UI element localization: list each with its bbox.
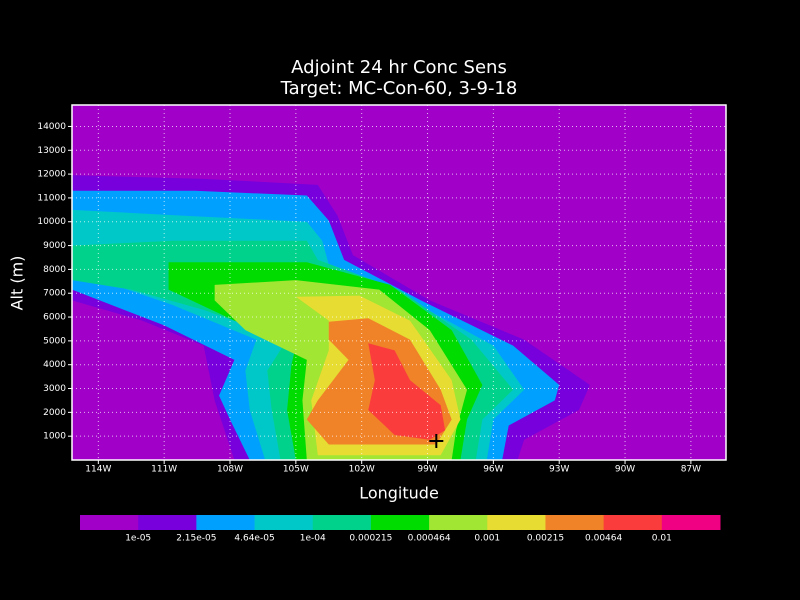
y-tick-label: 5000 <box>43 336 66 346</box>
y-tick-label: 9000 <box>43 241 66 251</box>
y-tick-label: 7000 <box>43 289 66 299</box>
x-tick-label: 114W <box>85 465 111 475</box>
target-marker <box>429 433 444 448</box>
colorbar-swatch <box>312 515 372 530</box>
y-tick-label: 4000 <box>43 360 66 370</box>
contour-fill <box>368 343 446 440</box>
x-tick-label: 102W <box>349 465 375 475</box>
y-tick-label: 6000 <box>43 313 66 323</box>
colorbar-swatch <box>429 515 488 530</box>
x-tick-label: 87W <box>681 465 701 475</box>
plot-frame <box>71 104 727 461</box>
colorbar-swatch <box>196 515 256 530</box>
colorbar-label: 0.00464 <box>585 534 622 544</box>
colorbar-label: 0.00215 <box>527 534 564 544</box>
colorbar-label: 1e-05 <box>125 534 151 544</box>
chart-subtitle: Target: MC-Con-60, 3-9-18 <box>280 78 518 99</box>
y-tick-label: 12000 <box>37 170 66 180</box>
x-tick-label: 96W <box>483 465 503 475</box>
colorbar-swatch <box>603 515 663 530</box>
colorbar-swatch <box>487 515 546 530</box>
colorbar-swatch <box>545 515 605 530</box>
x-tick-label: 93W <box>549 465 569 475</box>
y-tick-label: 3000 <box>43 384 66 394</box>
x-tick-label: 105W <box>283 465 309 475</box>
colorbar-label: 1e-04 <box>300 534 326 544</box>
x-tick-label: 90W <box>615 465 635 475</box>
colorbar-label: 0.000215 <box>349 534 392 544</box>
colorbar-label: 4.64e-05 <box>234 534 274 544</box>
y-tick-label: 8000 <box>43 265 66 275</box>
colorbar-swatch <box>138 515 197 530</box>
colorbar-label: 0.001 <box>474 534 500 544</box>
x-tick-label: 108W <box>217 465 243 475</box>
x-axis-label: Longitude <box>359 484 439 503</box>
y-tick-label: 14000 <box>37 122 66 132</box>
colorbar-label: 0.000464 <box>408 534 451 544</box>
colorbar-swatch <box>661 515 721 530</box>
colorbar-swatch <box>254 515 314 530</box>
chart-title: Adjoint 24 hr Conc Sens <box>291 57 507 78</box>
y-tick-label: 13000 <box>37 146 66 156</box>
y-tick-label: 2000 <box>43 408 66 418</box>
colorbar-swatch <box>80 515 139 530</box>
y-tick-label: 11000 <box>37 193 66 203</box>
x-tick-label: 99W <box>417 465 437 475</box>
colorbar-label: 0.01 <box>652 534 672 544</box>
y-tick-label: 10000 <box>37 217 66 227</box>
y-tick-label: 1000 <box>43 432 66 442</box>
colorbar-swatch <box>370 515 430 530</box>
x-tick-label: 111W <box>151 465 177 475</box>
y-axis-label: Alt (m) <box>8 256 27 311</box>
colorbar-label: 2.15e-05 <box>176 534 216 544</box>
